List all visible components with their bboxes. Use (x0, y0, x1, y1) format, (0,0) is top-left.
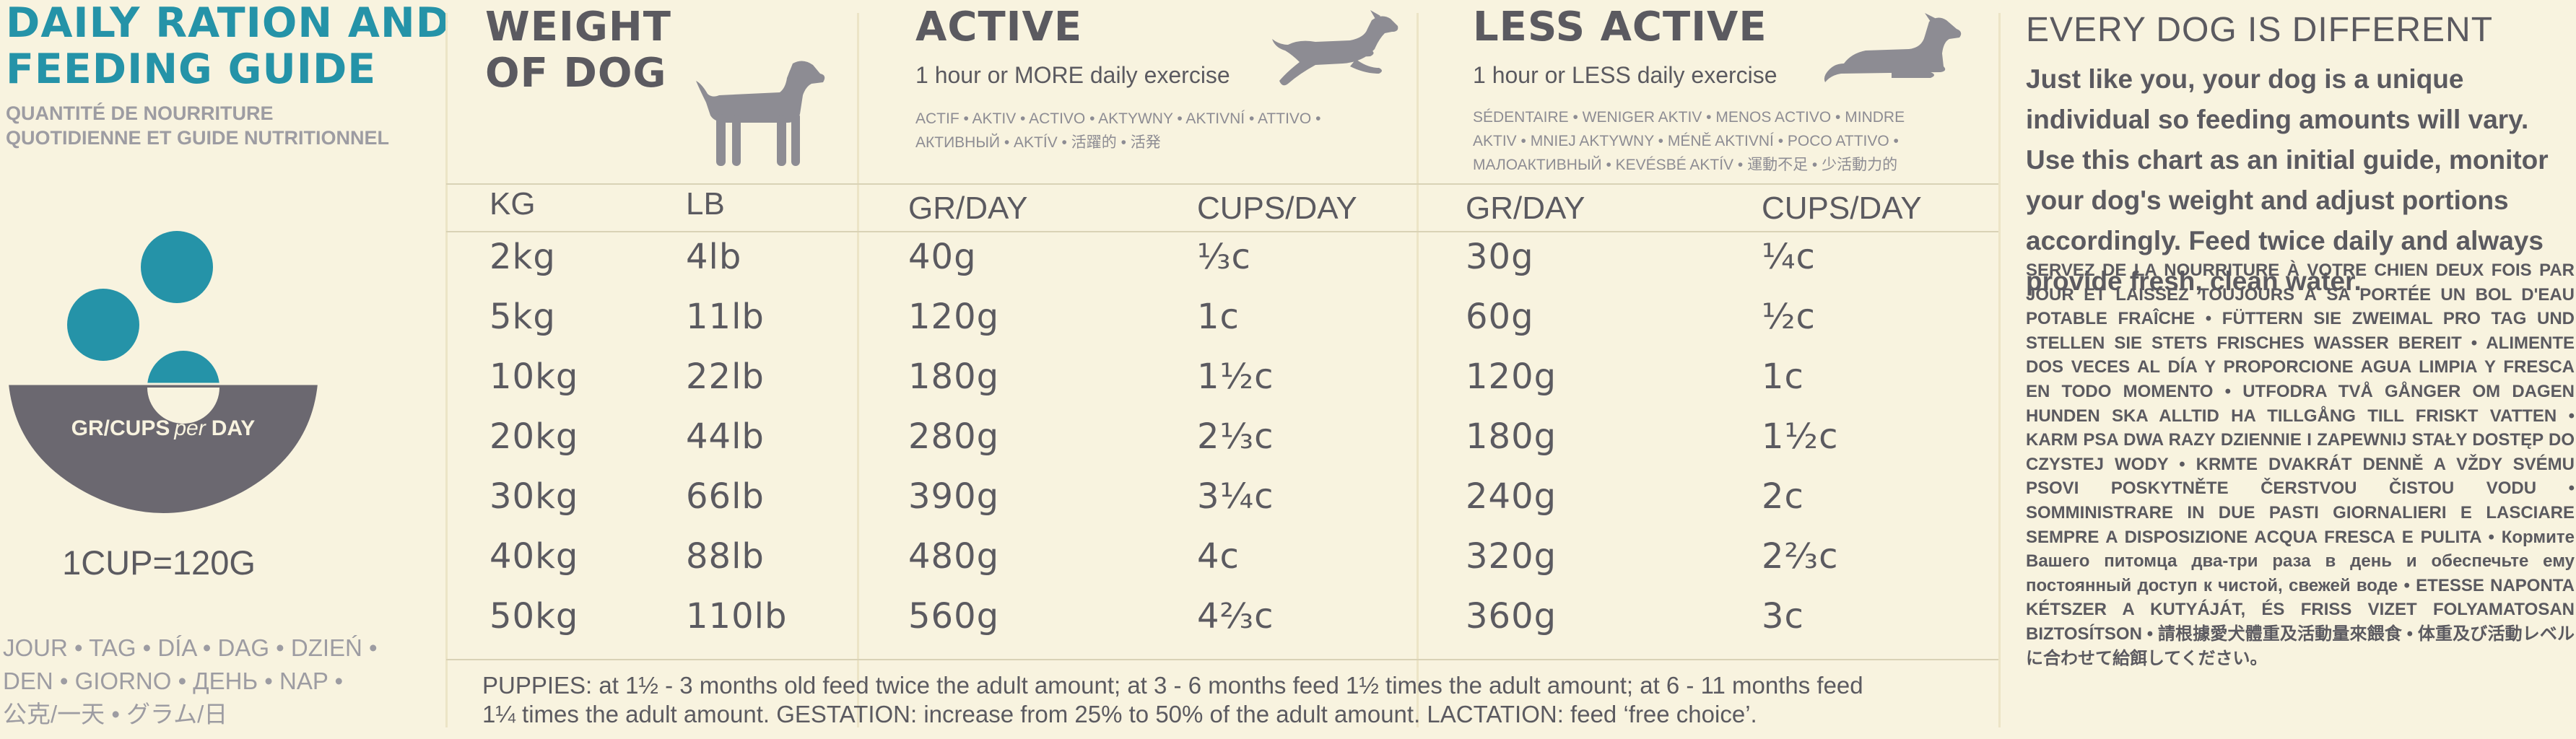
bowl-kibble-half (147, 388, 219, 424)
kibble-icon (141, 231, 213, 303)
cell-active-cups: 4⅔c (1197, 596, 1274, 637)
guide-title-line1: DAILY RATION AND (6, 0, 451, 47)
cell-less-gr: 60g (1466, 297, 1534, 337)
column-header-active-gr: GR/DAY (908, 191, 1028, 226)
guide-subtitle-line1: QUANTITÉ DE NOURRITURE (6, 102, 274, 124)
life-stage-footnote: PUPPIES: at 1½ - 3 months old feed twice… (482, 672, 1863, 727)
cell-active-cups: 1½c (1197, 357, 1274, 397)
standing-dog-icon (696, 61, 825, 166)
cell-lb: 22lb (686, 357, 765, 397)
less-active-header-translations: SÉDENTAIRE • WENIGER AKTIV • MENOS ACTIV… (1473, 109, 1905, 173)
cell-less-cups: ¼c (1762, 237, 1816, 277)
column-divider (445, 13, 448, 727)
cell-lb: 4lb (686, 237, 742, 277)
cell-kg: 40kg (489, 536, 579, 577)
cell-active-gr: 120g (908, 297, 1000, 337)
cell-kg: 20kg (489, 416, 579, 457)
bowl-label: GR/CUPS per DAY (71, 416, 256, 440)
header-rule (446, 231, 1998, 232)
per-day-translations: JOUR • TAG • DÍA • DAG • DZIEŃ • DEN • G… (3, 634, 378, 727)
cup-conversion: 1CUP=120G (62, 543, 256, 582)
cell-active-gr: 40g (908, 237, 977, 277)
cell-active-cups: 2⅓c (1197, 416, 1274, 457)
guide-subtitle: QUANTITÉ DE NOURRITURE QUOTIDIENNE ET GU… (6, 101, 389, 150)
cell-active-cups: 3¼c (1197, 476, 1274, 517)
cell-less-cups: 1c (1762, 357, 1804, 397)
cell-kg: 30kg (489, 476, 579, 517)
active-header-translations: ACTIF • AKTIV • ACTIVO • AKTYWNY • AKTIV… (915, 110, 1321, 151)
cell-less-gr: 120g (1466, 357, 1557, 397)
column-header-kg: KG (489, 186, 536, 222)
column-header-active-cups: CUPS/DAY (1197, 191, 1357, 226)
cell-active-gr: 280g (908, 416, 1000, 457)
cell-active-cups: 4c (1197, 536, 1240, 577)
cell-kg: 50kg (489, 596, 579, 637)
cell-less-gr: 180g (1466, 416, 1557, 457)
cell-less-cups: ½c (1762, 297, 1816, 337)
info-body: Just like you, your dog is a unique indi… (2026, 64, 2549, 296)
cell-active-gr: 560g (908, 596, 1000, 637)
cell-lb: 44lb (686, 416, 765, 457)
weight-header: WEIGHT OF DOG (485, 4, 671, 97)
cell-less-gr: 30g (1466, 237, 1534, 277)
column-header-less-cups: CUPS/DAY (1762, 191, 1922, 226)
info-translations: SERVEZ DE LA NOURRITURE À VOTRE CHIEN DE… (2026, 261, 2575, 668)
column-divider (1998, 13, 2001, 727)
footer-rule (446, 659, 1998, 660)
cell-less-gr: 240g (1466, 476, 1557, 517)
column-header-less-gr: GR/DAY (1466, 191, 1585, 226)
lying-dog-icon (1824, 13, 1962, 83)
guide-subtitle-line2: QUOTIDIENNE ET GUIDE NUTRITIONNEL (6, 127, 390, 149)
cell-kg: 2kg (489, 237, 556, 277)
guide-title-line2: FEEDING GUIDE (6, 45, 377, 93)
cell-lb: 88lb (686, 536, 765, 577)
cell-active-cups: ⅓c (1197, 237, 1251, 277)
column-header-lb: LB (686, 186, 725, 222)
cell-kg: 10kg (489, 357, 579, 397)
header-rule (446, 183, 1998, 185)
kibble-icon (67, 289, 139, 361)
cell-less-cups: 1½c (1762, 416, 1839, 457)
cell-active-gr: 480g (908, 536, 1000, 577)
cell-less-cups: 2⅔c (1762, 536, 1839, 577)
column-divider (1417, 13, 1419, 727)
cell-lb: 110lb (686, 596, 788, 637)
cell-active-gr: 390g (908, 476, 1000, 517)
guide-title: DAILY RATION AND FEEDING GUIDE (6, 0, 451, 92)
less-active-header-subtitle: 1 hour or LESS daily exercise (1473, 62, 1777, 88)
bowl-body (9, 384, 318, 513)
food-bowl-icon: GR/CUPS per DAY (9, 231, 318, 513)
info-title: EVERY DOG IS DIFFERENT (2026, 11, 2494, 49)
cell-less-gr: 320g (1466, 536, 1557, 577)
running-dog-icon (1272, 10, 1398, 86)
cell-lb: 11lb (686, 297, 765, 337)
cell-active-gr: 180g (908, 357, 1000, 397)
less-active-header-title: LESS ACTIVE (1473, 4, 1767, 51)
cell-less-gr: 360g (1466, 596, 1557, 637)
active-header-subtitle: 1 hour or MORE daily exercise (915, 62, 1230, 88)
cell-less-cups: 3c (1762, 596, 1804, 637)
cell-lb: 66lb (686, 476, 765, 517)
active-header-title: ACTIVE (915, 4, 1083, 51)
cell-active-cups: 1c (1197, 297, 1240, 337)
column-divider (857, 13, 859, 727)
cell-less-cups: 2c (1762, 476, 1804, 517)
cell-kg: 5kg (489, 297, 556, 337)
